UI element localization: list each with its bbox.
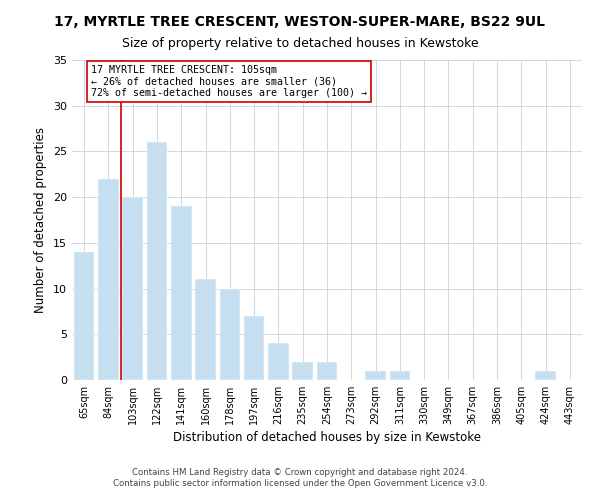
Bar xyxy=(268,344,289,380)
Bar xyxy=(317,362,337,380)
Bar xyxy=(98,179,119,380)
Bar xyxy=(171,206,191,380)
X-axis label: Distribution of detached houses by size in Kewstoke: Distribution of detached houses by size … xyxy=(173,431,481,444)
Bar xyxy=(292,362,313,380)
Bar xyxy=(244,316,265,380)
Text: 17 MYRTLE TREE CRESCENT: 105sqm
← 26% of detached houses are smaller (36)
72% of: 17 MYRTLE TREE CRESCENT: 105sqm ← 26% of… xyxy=(91,64,367,98)
Bar xyxy=(195,280,216,380)
Bar xyxy=(535,371,556,380)
Bar xyxy=(220,288,240,380)
Bar xyxy=(389,371,410,380)
Bar xyxy=(122,197,143,380)
Bar xyxy=(146,142,167,380)
Bar xyxy=(74,252,94,380)
Text: Size of property relative to detached houses in Kewstoke: Size of property relative to detached ho… xyxy=(122,38,478,51)
Text: 17, MYRTLE TREE CRESCENT, WESTON-SUPER-MARE, BS22 9UL: 17, MYRTLE TREE CRESCENT, WESTON-SUPER-M… xyxy=(55,15,545,29)
Y-axis label: Number of detached properties: Number of detached properties xyxy=(34,127,47,313)
Text: Contains HM Land Registry data © Crown copyright and database right 2024.
Contai: Contains HM Land Registry data © Crown c… xyxy=(113,468,487,487)
Bar xyxy=(365,371,386,380)
